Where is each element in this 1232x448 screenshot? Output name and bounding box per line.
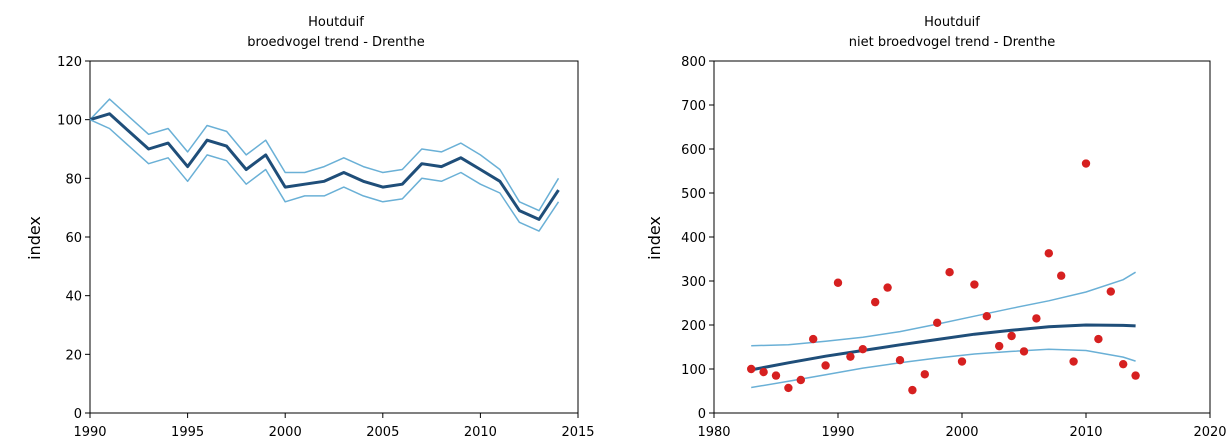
y-tick-label: 200 <box>681 319 706 334</box>
scatter-point <box>1131 371 1140 380</box>
scatter-point <box>1007 331 1016 341</box>
y-tick-label: 60 <box>65 231 82 246</box>
chart-title: Houtduif <box>924 15 980 30</box>
scatter-point <box>1057 271 1066 280</box>
scatter-point <box>883 283 892 292</box>
chart-subtitle: niet broedvogel trend - Drenthe <box>849 35 1055 50</box>
scatter-point <box>1019 347 1029 356</box>
chart-subtitle: broedvogel trend - Drenthe <box>247 35 424 50</box>
scatter-point <box>1032 314 1041 323</box>
scatter-point <box>920 370 929 379</box>
x-tick-label: 2000 <box>269 425 302 440</box>
x-tick-label: 2000 <box>945 425 978 440</box>
scatter-point <box>871 297 880 307</box>
scatter-point <box>945 268 954 277</box>
x-tick-label: 1995 <box>171 425 204 440</box>
y-tick-label: 120 <box>57 55 82 70</box>
series-line-lower <box>89 119 560 232</box>
band-line-upper <box>751 271 1136 347</box>
scatter-point <box>809 334 818 344</box>
scatter-point <box>796 375 805 385</box>
y-tick-label: 700 <box>681 99 706 114</box>
chart-niet-broedvogel: Houtduif niet broedvogel trend - Drenthe… <box>645 15 1227 440</box>
plot-frame <box>89 60 579 414</box>
scatter-point <box>933 318 942 327</box>
axis-ticks: 0 20 40 60 80 100 120 1990 1995 2000 2005 2010 2015 <box>57 55 594 440</box>
y-tick-label: 0 <box>74 407 82 422</box>
series-line-index <box>89 112 560 221</box>
y-tick-label: 0 <box>698 407 706 422</box>
x-tick-label: 1980 <box>697 425 730 440</box>
y-tick-label: 100 <box>681 363 706 378</box>
scatter-point <box>1044 249 1054 258</box>
scatter-point <box>970 280 979 289</box>
chart-broedvogel: Houtduif broedvogel trend - Drenthe inde… <box>25 15 595 440</box>
scatter-point <box>982 312 991 321</box>
scatter-point <box>771 371 781 380</box>
chart-marks <box>89 98 560 232</box>
y-axis-label: index <box>645 216 664 260</box>
x-tick-label: 2010 <box>464 425 497 440</box>
series-line-upper <box>89 98 560 212</box>
scatter-point <box>759 367 768 377</box>
x-tick-label: 2015 <box>561 425 594 440</box>
y-axis-label: index <box>25 216 44 260</box>
scatter-point <box>957 357 967 366</box>
chart-title: Houtduif <box>308 15 364 30</box>
scatter-point <box>895 356 905 365</box>
y-tick-label: 300 <box>681 275 706 290</box>
x-tick-label: 2005 <box>366 425 399 440</box>
scatter-point <box>858 345 867 354</box>
scatter-point <box>1119 359 1128 369</box>
x-tick-label: 1990 <box>73 425 106 440</box>
chart-marks <box>747 159 1140 395</box>
y-tick-label: 80 <box>65 172 82 187</box>
scatter-point <box>995 341 1004 351</box>
y-tick-label: 40 <box>65 290 82 305</box>
scatter-point <box>846 352 855 361</box>
scatter-point <box>1069 357 1078 366</box>
trend-line <box>750 323 1136 372</box>
axis-ticks: 0 100 200 300 400 500 600 700 800 1980 1990 2000 201… <box>681 55 1226 440</box>
scatter-point <box>784 383 793 393</box>
x-tick-label: 1990 <box>821 425 854 440</box>
y-tick-label: 600 <box>681 143 706 158</box>
y-tick-label: 800 <box>681 55 706 70</box>
scatter-point <box>1081 159 1091 168</box>
scatter-point <box>821 361 830 370</box>
y-tick-label: 500 <box>681 187 706 202</box>
scatter-point <box>747 364 756 374</box>
y-tick-label: 20 <box>65 348 82 363</box>
x-tick-label: 2020 <box>1193 425 1226 440</box>
scatter-point <box>833 278 843 287</box>
y-tick-label: 100 <box>57 114 82 129</box>
x-tick-label: 2010 <box>1069 425 1102 440</box>
scatter-point <box>1106 287 1116 296</box>
band-line-lower <box>751 348 1136 389</box>
scatter-point <box>908 385 917 395</box>
scatter-point <box>1094 334 1103 344</box>
y-tick-label: 400 <box>681 231 706 246</box>
